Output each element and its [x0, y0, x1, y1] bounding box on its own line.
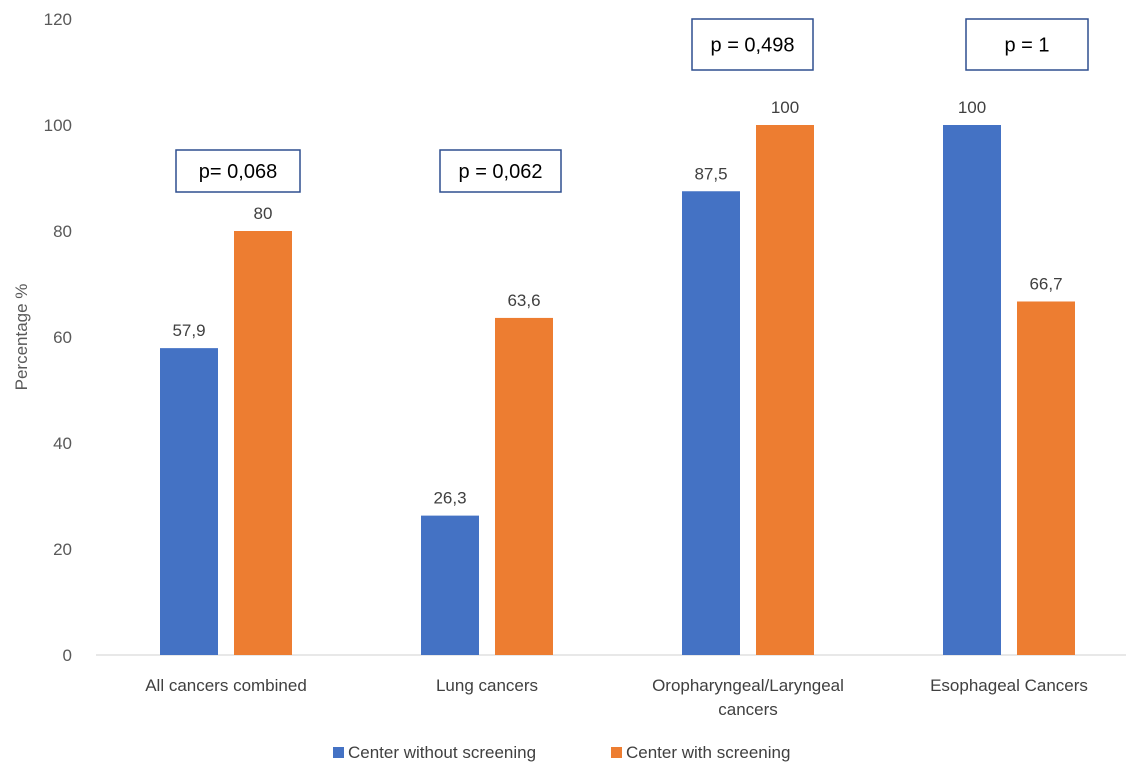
bar-with-screening [234, 231, 292, 655]
p-value-box [965, 18, 1089, 71]
p-value-box [439, 149, 562, 193]
p-value-label: p= 0,068 [199, 161, 277, 183]
data-labels-group: 57,9 26,3 87,5 100 80 63,6 100 66,7 [172, 98, 1062, 508]
y-axis-title: Percentage % [12, 284, 31, 391]
category-label: cancers [718, 700, 778, 719]
legend-swatch [611, 747, 622, 758]
bar-with-screening [1017, 301, 1075, 655]
bar-without-screening [160, 348, 218, 655]
bar-without-screening [682, 191, 740, 655]
data-label: 57,9 [172, 321, 205, 340]
legend-label: Center without screening [348, 743, 536, 762]
y-tick-label: 0 [63, 646, 72, 665]
data-label: 63,6 [507, 291, 540, 310]
y-tick-label: 80 [53, 222, 72, 241]
p-value-label: p = 0,062 [459, 161, 543, 183]
y-tick-label: 100 [44, 116, 72, 135]
y-tick-label: 60 [53, 328, 72, 347]
bar-without-screening [421, 515, 479, 655]
data-label: 100 [771, 98, 799, 117]
p-value-box [175, 149, 301, 193]
category-label: Esophageal Cancers [930, 676, 1088, 695]
bar-with-screening [756, 125, 814, 655]
data-label: 87,5 [694, 164, 727, 183]
p-value-box [691, 18, 814, 71]
legend-label: Center with screening [626, 743, 790, 762]
data-label: 66,7 [1029, 274, 1062, 293]
bar-with-screening [495, 317, 553, 655]
y-axis-ticks: 0 20 40 60 80 100 120 [44, 10, 72, 665]
p-value-label: p = 1 [1004, 35, 1049, 57]
data-label: 100 [958, 98, 986, 117]
legend: Center without screening Center with scre… [333, 743, 790, 762]
p-value-label: p = 0,498 [711, 35, 795, 57]
category-label: All cancers combined [145, 676, 307, 695]
p-value-boxes: p= 0,068 p = 0,062 p = 0,498 p = 1 [175, 18, 1089, 193]
y-tick-label: 40 [53, 434, 72, 453]
category-labels: All cancers combined Lung cancers Orophary… [145, 676, 1088, 719]
legend-swatch [333, 747, 344, 758]
bar-without-screening [943, 125, 1001, 655]
category-label: Oropharyngeal/Laryngeal [652, 676, 844, 695]
category-label: Lung cancers [436, 676, 538, 695]
y-tick-label: 120 [44, 10, 72, 29]
data-label: 26,3 [433, 489, 466, 508]
bars-group [160, 125, 1075, 655]
y-tick-label: 20 [53, 540, 72, 559]
data-label: 80 [254, 204, 273, 223]
